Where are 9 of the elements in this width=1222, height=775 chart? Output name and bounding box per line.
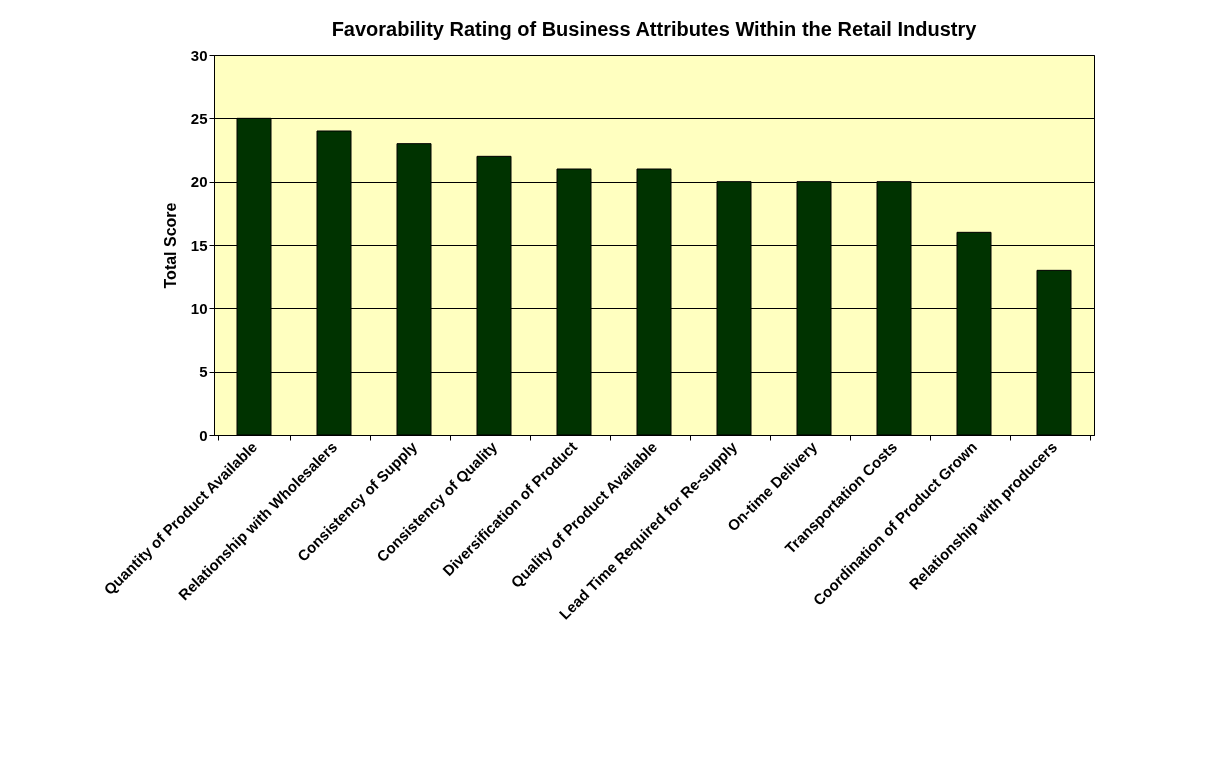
y-tick-label: 5	[199, 363, 208, 381]
chart-title: Favorability Rating of Business Attributes Within the Retail Industry	[331, 18, 978, 40]
y-tick-label: 15	[190, 236, 208, 254]
y-tick-label: 10	[190, 299, 208, 317]
y-tick-label: 20	[190, 173, 208, 191]
y-axis-title: Total Score	[161, 202, 179, 289]
y-tick-label: 30	[190, 46, 208, 64]
y-tick-label: 0	[199, 426, 208, 444]
y-tick-label: 25	[190, 109, 208, 127]
